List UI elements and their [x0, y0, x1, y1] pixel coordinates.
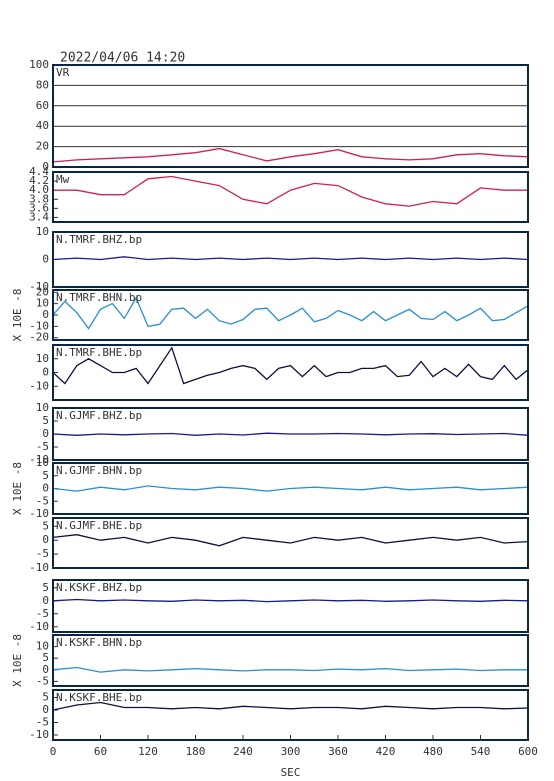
y-tick-label: -10	[29, 319, 49, 332]
y-tick-label: 5	[42, 581, 49, 594]
y-tick-label: 40	[36, 119, 49, 132]
x-tick-label: 360	[328, 745, 348, 758]
y-tick-label: -5	[36, 716, 49, 729]
y-tick-label: 80	[36, 78, 49, 91]
y-tick-label: 0	[42, 427, 49, 440]
y-tick-label: -10	[29, 507, 49, 520]
y-tick-label: -10	[29, 453, 49, 466]
panel-label: Mw	[56, 173, 70, 186]
y-tick-label: 0	[42, 253, 49, 266]
y-tick-label: -10	[29, 561, 49, 574]
y-axis-label: X 10E -8	[11, 634, 24, 687]
y-tick-label: -5	[36, 440, 49, 453]
y-tick-label: 3.4	[29, 210, 49, 223]
y-tick-label: 3.6	[29, 201, 49, 214]
x-tick-label: 300	[281, 745, 301, 758]
x-tick-label: 180	[186, 745, 206, 758]
x-axis-label: SEC	[281, 766, 301, 779]
y-tick-label: 10	[36, 297, 49, 310]
y-tick-label: -10	[29, 620, 49, 633]
panel-label: N.KSKF.BHE.bp	[56, 691, 142, 704]
x-tick-label: 60	[94, 745, 107, 758]
y-tick-label: 0	[42, 594, 49, 607]
y-tick-label: 5	[42, 469, 49, 482]
y-tick-label: 0	[42, 533, 49, 546]
y-tick-label: 0	[42, 308, 49, 321]
y-tick-label: 10	[36, 456, 49, 469]
trace	[53, 598, 528, 603]
y-tick-label: -10	[29, 728, 49, 741]
panel-label: VR	[56, 66, 70, 79]
panel-frame	[52, 344, 529, 401]
y-tick-label: -10	[29, 280, 49, 293]
trace	[53, 296, 528, 330]
x-tick-label: 420	[376, 745, 396, 758]
x-tick-label: 0	[50, 745, 57, 758]
y-tick-label: -5	[36, 494, 49, 507]
trace	[53, 147, 528, 163]
y-tick-label: -5	[36, 607, 49, 620]
x-tick-label: 540	[471, 745, 491, 758]
y-tick-label: 5	[42, 414, 49, 427]
y-tick-label: 100	[29, 58, 49, 71]
y-tick-label: 4.2	[29, 174, 49, 187]
y-tick-label: 5	[42, 691, 49, 704]
y-axis-label: X 10E -8	[11, 289, 24, 342]
y-tick-label: 0	[42, 703, 49, 716]
x-tick-label: 480	[423, 745, 443, 758]
y-tick-label: 0	[42, 160, 49, 173]
panel-frame	[52, 231, 529, 288]
panel-label: N.GJMF.BHE.bp	[56, 519, 142, 532]
panel-label: N.TMRF.BHN.bp	[56, 291, 142, 304]
y-tick-label: 4.0	[29, 183, 49, 196]
y-tick-label: 3.8	[29, 192, 49, 205]
y-tick-label: -10	[29, 379, 49, 392]
panel-frame	[52, 579, 529, 633]
y-tick-label: 20	[36, 285, 49, 298]
panel-frame	[52, 289, 529, 341]
y-tick-label: 5	[42, 651, 49, 664]
trace	[53, 485, 528, 492]
panel-frame	[52, 462, 529, 515]
panel-frame	[52, 171, 529, 223]
panel-label: N.TMRF.BHZ.bp	[56, 233, 142, 246]
y-tick-label: 0	[42, 482, 49, 495]
y-tick-label: -5	[36, 547, 49, 560]
panel-frame	[52, 64, 529, 168]
panel-frame	[52, 517, 529, 569]
y-tick-label: -20	[29, 331, 49, 344]
y-axis-label: X 10E -8	[11, 462, 24, 515]
panel-label: N.TMRF.BHE.bp	[56, 346, 142, 359]
panel-label: N.GJMF.BHN.bp	[56, 464, 142, 477]
chart-title: 2022/04/06 14:20	[60, 51, 185, 66]
x-tick-label: 600	[518, 745, 538, 758]
trace	[53, 256, 528, 261]
panel-label: N.KSKF.BHZ.bp	[56, 581, 142, 594]
x-tick-label: 240	[233, 745, 253, 758]
panel-label: N.GJMF.BHZ.bp	[56, 409, 142, 422]
x-tick-label: 120	[138, 745, 158, 758]
y-tick-label: 10	[36, 401, 49, 414]
trace	[53, 666, 528, 673]
panel-label: N.KSKF.BHN.bp	[56, 636, 142, 649]
trace	[53, 432, 528, 436]
y-tick-label: 0	[42, 663, 49, 676]
y-tick-label: 10	[36, 640, 49, 653]
panel-frame	[52, 407, 529, 461]
trace	[53, 346, 528, 385]
y-tick-label: 5	[42, 519, 49, 532]
y-tick-label: -5	[36, 674, 49, 687]
y-tick-label: 10	[36, 225, 49, 238]
y-tick-label: 10	[36, 352, 49, 365]
trace	[53, 701, 528, 711]
trace	[53, 534, 528, 547]
y-tick-label: 20	[36, 140, 49, 153]
panel-frame	[52, 634, 529, 687]
y-tick-label: 0	[42, 366, 49, 379]
y-tick-label: 4.4	[29, 165, 49, 178]
trace	[53, 175, 528, 207]
y-tick-label: 60	[36, 99, 49, 112]
